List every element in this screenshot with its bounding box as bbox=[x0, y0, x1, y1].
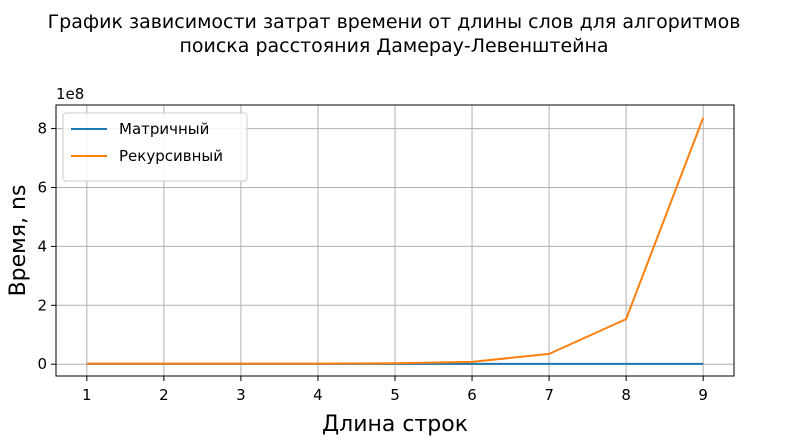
y-axis-label: Время, ns bbox=[6, 185, 31, 297]
y-tick-label: 4 bbox=[37, 237, 47, 255]
y-tick-label: 8 bbox=[37, 120, 47, 138]
x-tick-label: 4 bbox=[313, 386, 323, 404]
legend-box bbox=[62, 112, 248, 182]
x-tick-label: 6 bbox=[467, 386, 477, 404]
legend: Матричный Рекурсивный bbox=[62, 112, 248, 182]
x-tick-label: 9 bbox=[698, 386, 708, 404]
chart-title-line-2: поиска расстояния Дамерау-Левенштейна bbox=[179, 35, 608, 57]
x-tick-label: 2 bbox=[159, 386, 169, 404]
x-tick-label: 8 bbox=[621, 386, 631, 404]
y-offset-label: 1e8 bbox=[56, 85, 84, 103]
x-tick-label: 1 bbox=[82, 386, 92, 404]
series-line bbox=[86, 117, 705, 365]
chart-title: График зависимости затрат времени от дли… bbox=[48, 11, 741, 57]
x-tick-label: 3 bbox=[236, 386, 246, 404]
y-tick-label: 2 bbox=[37, 296, 47, 314]
y-tick-label: 6 bbox=[37, 178, 47, 196]
plot-series bbox=[86, 117, 705, 365]
chart-title-line-1: График зависимости затрат времени от дли… bbox=[48, 11, 741, 33]
x-tick-label: 7 bbox=[544, 386, 554, 404]
legend-label: Матричный bbox=[119, 120, 209, 138]
x-tick-label: 5 bbox=[390, 386, 400, 404]
y-tick-label: 0 bbox=[37, 355, 47, 373]
axis-ticks: 1 2 3 4 5 6 7 8 9 0 2 4 6 8 bbox=[37, 120, 708, 404]
legend-label: Рекурсивный bbox=[119, 147, 223, 165]
x-axis-label: Длина строк bbox=[322, 412, 468, 437]
